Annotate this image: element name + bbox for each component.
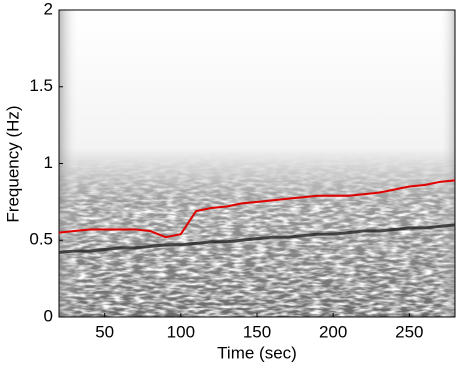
spectrogram-edges	[59, 10, 455, 317]
x-tick-label: 200	[319, 322, 347, 341]
x-tick-label: 150	[243, 322, 271, 341]
x-tick-label: 250	[395, 322, 423, 341]
y-tick-label: 0	[44, 306, 53, 325]
y-axis-label: Frequency (Hz)	[3, 105, 22, 222]
x-tick-label: 100	[167, 322, 195, 341]
x-tick-label: 50	[95, 322, 114, 341]
series-line	[58, 179, 456, 239]
series-line	[58, 223, 456, 255]
y-tick-label: 2	[44, 0, 53, 18]
y-tick-label: 1.5	[29, 76, 53, 95]
y-tick-label: 0.5	[29, 230, 53, 249]
x-axis-label: Time (sec)	[217, 343, 297, 362]
y-tick-label: 1	[44, 153, 53, 172]
